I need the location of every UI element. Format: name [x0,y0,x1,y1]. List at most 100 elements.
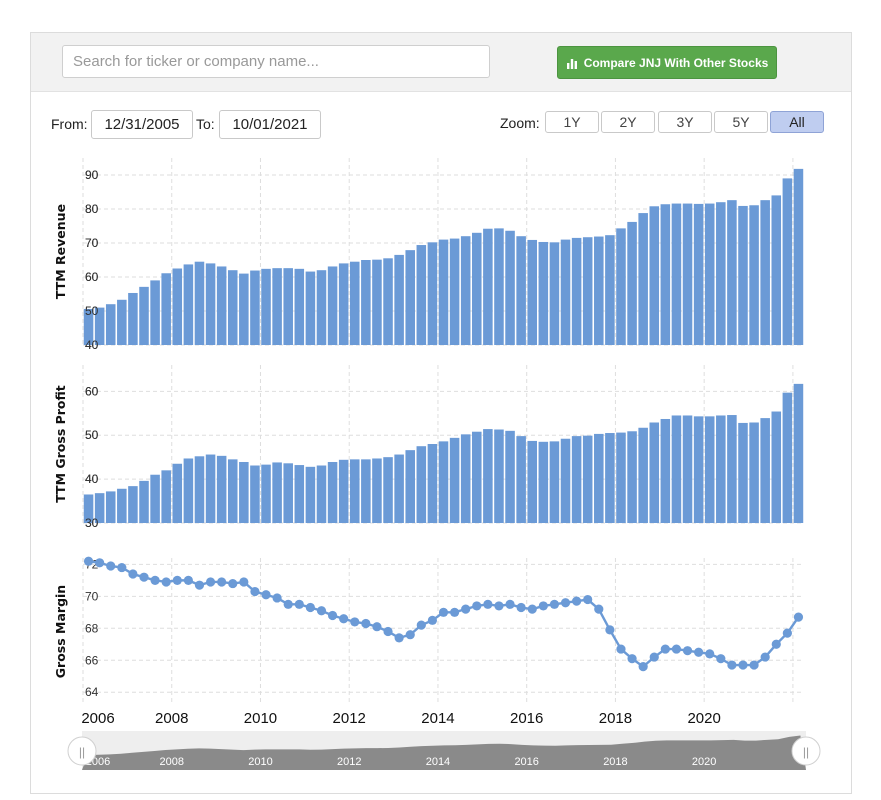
bar [94,307,105,345]
bar [638,427,648,523]
data-point [605,625,615,635]
data-point [283,599,293,609]
navigator: 2006 2008 2010 2012 2014 2016 2018 2020|| || [67,731,821,770]
data-point [449,607,460,617]
bar [660,418,671,523]
y-tick-label: 66 [85,653,99,667]
zoom-5y-button[interactable]: 5Y [714,111,768,133]
data-point [738,660,748,670]
bar [793,168,804,345]
chart-panel-3: 6466687072Gross Margin [53,556,804,705]
y-tick-label-overlay: 50 [85,428,99,442]
bar [272,268,282,345]
data-point [316,606,327,616]
zoom-all-button[interactable]: All [770,111,824,133]
bar [239,461,249,523]
data-point [305,602,315,613]
bar [505,230,515,345]
y-tick-label-overlay: 60 [85,270,99,284]
from-date-input[interactable]: 12/31/2005 [91,110,193,139]
data-point [727,660,737,670]
data-point [117,562,127,573]
navigator-tick-label: 2018 [603,756,627,768]
data-point [250,586,260,597]
bar [316,270,327,345]
data-point [427,615,438,625]
data-point [205,577,216,587]
data-point [172,575,182,585]
bar [427,242,438,345]
navigator-left-handle[interactable]: || [67,736,97,766]
data-point [183,575,193,585]
bar [627,221,637,345]
bar [527,440,538,523]
data-point [383,626,393,637]
handle-knob[interactable] [67,736,97,766]
bar [793,383,804,523]
bar [383,258,393,345]
bar [283,268,293,345]
data-point [327,610,338,621]
to-label: To: [196,116,215,132]
data-point [516,602,526,613]
y-tick-label: 40 [85,472,99,486]
bar [571,237,582,345]
bar [460,434,471,523]
zoom-1y-button[interactable]: 1Y [545,111,599,133]
data-point [161,577,171,587]
data-point [771,639,781,649]
data-point [405,630,415,640]
data-point [217,577,227,587]
x-tick-label: 2010 [244,710,277,727]
bar [327,266,338,345]
x-tick-label: 2008 [155,710,188,727]
bar [117,299,127,345]
navigator-tick-label: 2008 [159,756,183,768]
bar [216,266,227,345]
search-input[interactable] [62,45,490,78]
bar [438,441,449,523]
to-date-input[interactable]: 10/01/2021 [219,110,321,139]
bar [738,205,748,345]
bar [416,245,427,345]
y-tick-label-overlay: 40 [85,472,99,486]
bar [361,459,371,523]
x-tick-label: 2014 [421,710,454,727]
bar [372,259,382,345]
bar [294,268,305,345]
zoom-3y-button[interactable]: 3Y [658,111,712,133]
data-point [527,604,537,614]
data-point [793,612,804,622]
bar [161,470,171,523]
handle-knob[interactable] [791,736,821,766]
data-point [228,578,238,589]
y-tick-label-overlay: 30 [85,516,99,530]
x-tick-label: 2018 [599,710,632,727]
bar [749,422,759,523]
bar [494,429,504,523]
data-point [95,558,105,568]
bar [671,203,682,345]
y-tick-label: 60 [85,384,99,398]
x-axis: 2006 2008 2010 2012 2014 2016 2018 2020 [81,710,721,727]
navigator-right-handle[interactable]: || [791,736,821,766]
compare-button-label: Compare JNJ With Other Stocks [583,55,769,70]
bar [83,494,94,523]
data-point [461,604,471,614]
compare-stocks-button[interactable]: Compare JNJ With Other Stocks [557,46,777,79]
data-point [194,580,205,590]
bar [704,203,715,345]
bar [405,450,415,523]
bar [771,411,782,523]
bar [117,488,127,523]
y-tick-label: 64 [85,685,99,699]
bar [616,228,626,345]
bar [438,239,449,345]
zoom-2y-button[interactable]: 2Y [601,111,655,133]
bar [594,433,604,523]
bar [716,415,726,523]
bar [349,261,360,345]
bar [594,236,604,345]
navigator-series-area [82,735,806,770]
bar [150,280,160,345]
